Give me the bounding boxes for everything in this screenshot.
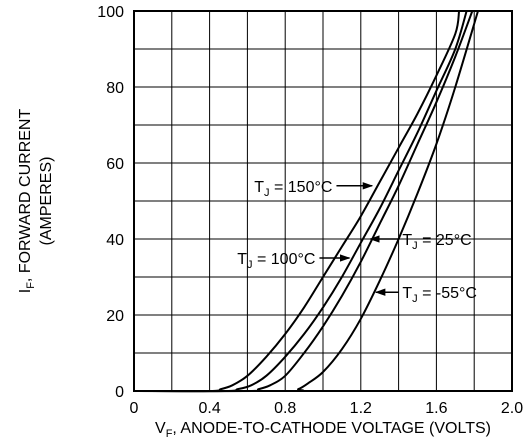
svg-text:IF, FORWARD CURRENT: IF, FORWARD CURRENT (17, 109, 37, 294)
annotation-label-tj25: TJ = 25°C (402, 232, 471, 252)
curve-tjm55 (133, 10, 479, 393)
annotation-label-tj150: TJ = 150°C (254, 179, 332, 199)
x-tick-label: 1.6 (425, 400, 447, 417)
chart-curves (133, 10, 479, 393)
annotation-tjm55: TJ = -55°C (374, 285, 477, 305)
curve-tj100 (133, 10, 468, 393)
annotation-tj150: TJ = 150°C (254, 179, 374, 199)
y-tick-label: 40 (106, 232, 124, 249)
annotation-label-tj100: TJ = 100°C (237, 251, 315, 271)
x-tick-label: 2.0 (501, 400, 523, 417)
x-tick-label: 0.8 (274, 400, 296, 417)
y-axis-tick-labels: 0 20 40 60 80 100 (97, 4, 124, 401)
y-tick-label: 80 (106, 80, 124, 97)
annotation-tj25: TJ = 25°C (369, 232, 472, 252)
y-tick-label: 20 (106, 308, 124, 325)
x-axis-tick-labels: 0 0.4 0.8 1.2 1.6 2.0 (130, 400, 524, 417)
curve-tj150 (133, 10, 461, 393)
annotation-tj100: TJ = 100°C (237, 251, 351, 271)
y-tick-label: 100 (97, 4, 124, 21)
x-tick-label: 0.4 (198, 400, 220, 417)
x-tick-label: 1.2 (350, 400, 372, 417)
y-tick-label: 60 (106, 156, 124, 173)
y-axis-label: IF, FORWARD CURRENT (AMPERES) (17, 109, 55, 294)
chart-grid (134, 11, 512, 391)
x-tick-label: 0 (130, 400, 139, 417)
curve-annotations: TJ = 150°C TJ = 100°C TJ = 25°C TJ = -55°C (237, 179, 477, 305)
y-axis-label-units: (AMPERES) (38, 157, 55, 246)
annotation-label-tjm55: TJ = -55°C (402, 285, 477, 305)
curve-tj25 (133, 10, 474, 393)
x-axis-label: VF, ANODE-TO-CATHODE VOLTAGE (VOLTS) (155, 420, 491, 440)
y-tick-label: 0 (115, 384, 124, 401)
plot-frame (133, 10, 513, 392)
